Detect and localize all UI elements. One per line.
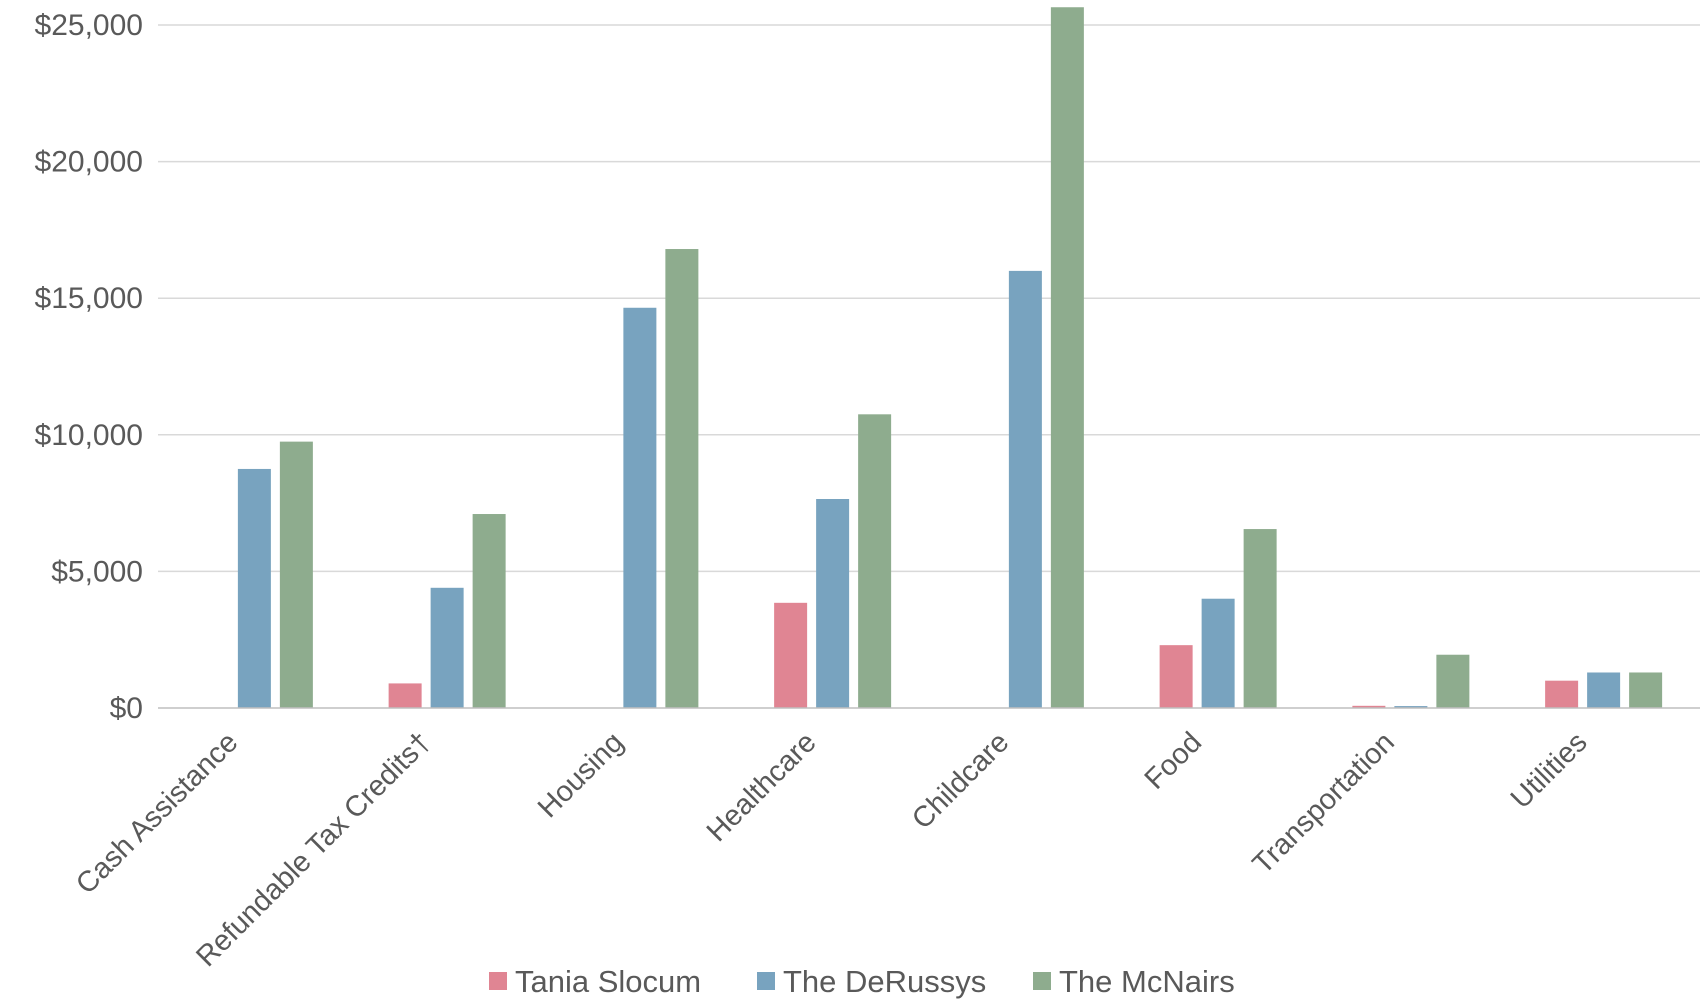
bar-tania-slocum-7 — [1545, 680, 1579, 708]
gridlines — [158, 24, 1700, 573]
legend-swatch — [757, 972, 775, 990]
bar-the-mcnairs-3 — [858, 414, 892, 708]
bar-tania-slocum-5 — [1159, 645, 1193, 708]
y-tick-label: $0 — [110, 692, 143, 725]
bar-the-mcnairs-1 — [472, 514, 506, 708]
bar-the-derussys-0 — [237, 468, 271, 708]
bar-the-derussys-1 — [430, 587, 464, 708]
legend-label: Tania Slocum — [515, 964, 701, 999]
bar-the-derussys-4 — [1008, 270, 1042, 708]
bar-the-derussys-7 — [1587, 672, 1621, 708]
y-axis-tick-labels: $0 $5,000 $10,000 $15,000 $20,000 $25,000 — [35, 9, 143, 725]
bar-the-mcnairs-5 — [1243, 529, 1277, 708]
bar-tania-slocum-6 — [1352, 705, 1386, 708]
legend-label: The DeRussys — [783, 964, 986, 999]
legend-label: The McNairs — [1059, 964, 1235, 999]
legend-swatch — [1033, 972, 1051, 990]
bar-the-mcnairs-6 — [1436, 654, 1470, 708]
bars — [237, 7, 1663, 709]
bar-the-mcnairs-0 — [279, 441, 313, 708]
bar-the-derussys-2 — [623, 307, 657, 708]
y-tick-label: $20,000 — [35, 146, 143, 179]
x-category-label: Cash Assistance — [70, 726, 244, 900]
x-category-label: Transportation — [1247, 726, 1401, 880]
x-category-label: Utilities — [1505, 726, 1594, 815]
bar-the-derussys-6 — [1394, 706, 1428, 708]
x-category-label: Healthcare — [701, 726, 823, 848]
bar-tania-slocum-1 — [388, 683, 422, 708]
x-category-label: Housing — [532, 726, 630, 824]
legend-swatch — [489, 972, 507, 990]
y-tick-label: $5,000 — [51, 555, 143, 588]
x-category-label: Childcare — [906, 726, 1015, 835]
y-tick-label: $25,000 — [35, 9, 143, 42]
bar-the-derussys-5 — [1201, 598, 1235, 708]
y-tick-label: $15,000 — [35, 282, 143, 315]
legend: Tania Slocum The DeRussys The McNairs — [489, 964, 1235, 999]
bar-tania-slocum-3 — [774, 602, 808, 708]
bar-the-mcnairs-7 — [1629, 672, 1663, 708]
bar-the-mcnairs-2 — [665, 249, 699, 709]
bar-the-derussys-3 — [816, 499, 850, 708]
y-tick-label: $10,000 — [35, 419, 143, 452]
x-category-label: Food — [1139, 726, 1208, 795]
bar-the-mcnairs-4 — [1050, 7, 1084, 708]
